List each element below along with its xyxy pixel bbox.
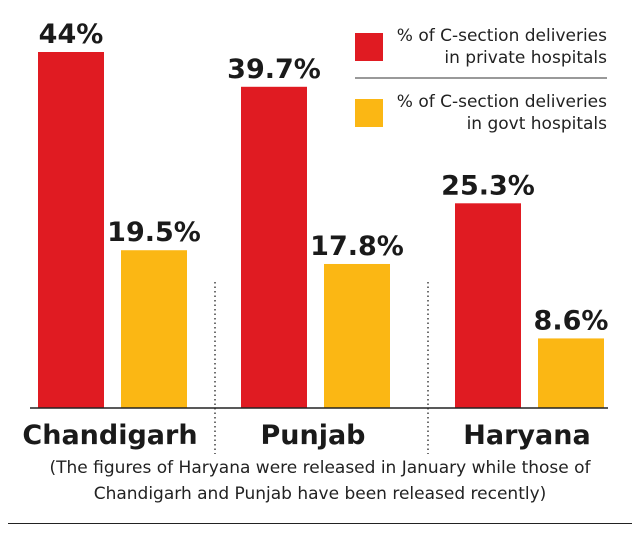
legend-swatch-private — [355, 33, 383, 61]
bar-haryana-private — [455, 203, 521, 408]
footnote-line-2: Chandigarh and Punjab have been released… — [93, 484, 547, 504]
value-label-punjab-govt: 17.8% — [310, 231, 404, 262]
bar-punjab-private — [241, 86, 307, 409]
footnote-line-1: (The figures of Haryana were released in… — [49, 458, 591, 478]
legend-label-private-line-1: % of C-section deliveries — [397, 26, 607, 46]
value-label-punjab-private: 39.7% — [227, 54, 321, 85]
bar-chandigarh-private — [38, 52, 104, 408]
value-label-haryana-private: 25.3% — [441, 170, 535, 201]
legend-label-private-line-2: in private hospitals — [444, 48, 607, 68]
value-label-haryana-govt: 8.6% — [534, 305, 609, 336]
bottom-rule — [8, 523, 632, 524]
value-label-chandigarh-govt: 19.5% — [107, 217, 201, 248]
footnote: (The figures of Haryana were released in… — [0, 455, 640, 507]
legend-label-govt-line-2: in govt hospitals — [467, 114, 608, 134]
bar-chandigarh-govt — [121, 250, 187, 408]
legend-swatch-govt — [355, 99, 383, 127]
bar-haryana-govt — [538, 338, 604, 408]
category-label-chandigarh: Chandigarh — [22, 420, 197, 451]
legend-label-govt-line-1: % of C-section deliveries — [397, 92, 607, 112]
category-label-haryana: Haryana — [463, 420, 590, 451]
category-label-punjab: Punjab — [260, 420, 365, 451]
bar-punjab-govt — [324, 263, 390, 408]
value-label-chandigarh-private: 44% — [39, 19, 104, 50]
